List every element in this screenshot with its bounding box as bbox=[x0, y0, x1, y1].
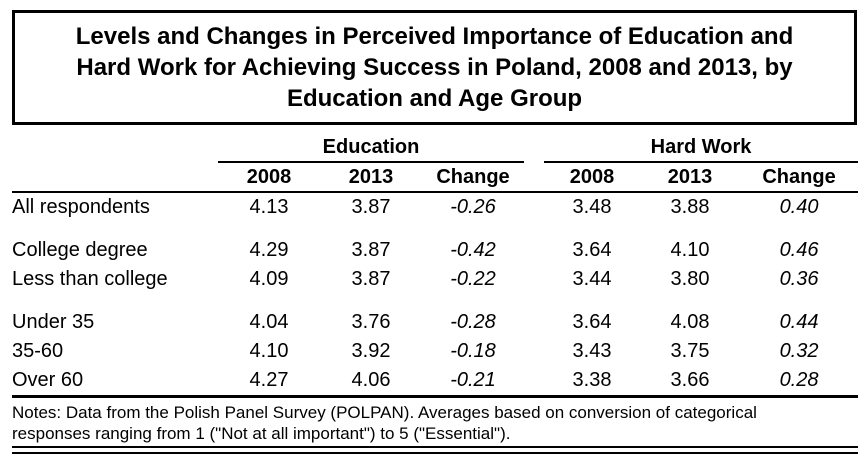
cell-hardwork-change: 0.40 bbox=[779, 196, 819, 218]
title-line-3: Education and Age Group bbox=[286, 85, 583, 112]
cell-education-change: -0.42 bbox=[450, 239, 496, 261]
table-notes: Notes: Data from the Polish Panel Survey… bbox=[12, 402, 858, 444]
column-header-education-2008: 2008 bbox=[218, 162, 320, 193]
title-line-2: Hard Work for Achieving Success in Polan… bbox=[76, 54, 793, 81]
cell-education-change: -0.22 bbox=[450, 268, 496, 290]
cell-hardwork-change: 0.44 bbox=[779, 311, 819, 333]
cell-hardwork-change: 0.36 bbox=[779, 268, 819, 290]
table-row-over-60: Over 60 4.27 4.06 -0.21 3.38 3.66 0.28 bbox=[12, 366, 859, 398]
group-gap-cell bbox=[524, 308, 544, 337]
table-row-all-respondents: All respondents 4.13 3.87 -0.26 3.48 3.8… bbox=[12, 192, 858, 222]
cell-hardwork-2013: 4.10 bbox=[670, 239, 710, 261]
row-label: All respondents bbox=[12, 196, 150, 218]
group-header-row: Education Hard Work bbox=[12, 133, 859, 163]
cell-education-2008: 4.29 bbox=[249, 239, 289, 261]
cell-education-2008: 4.27 bbox=[218, 366, 320, 398]
cell-education-change: -0.21 bbox=[422, 366, 525, 398]
cell-hardwork-2008: 3.43 bbox=[572, 340, 612, 362]
group-spacer bbox=[12, 294, 858, 308]
column-header-education-change: Change bbox=[422, 162, 525, 193]
cell-hardwork-2008: 3.44 bbox=[572, 268, 612, 290]
figure-title: Levels and Changes in Perceived Importan… bbox=[12, 10, 857, 125]
table-row-under-35: Under 35 4.04 3.76 -0.28 3.64 4.08 0.44 bbox=[12, 308, 858, 337]
spacer-cell bbox=[12, 294, 858, 308]
group-gap-cell bbox=[524, 265, 544, 294]
spacer-cell bbox=[12, 222, 858, 236]
cell-hardwork-2013: 4.08 bbox=[670, 311, 710, 333]
cell-hardwork-change: 0.28 bbox=[740, 366, 859, 398]
row-label: Over 60 bbox=[12, 366, 218, 398]
cell-education-2013: 3.87 bbox=[351, 268, 391, 290]
row-label: Under 35 bbox=[12, 311, 95, 333]
group-header-hard-work: Hard Work bbox=[544, 133, 859, 163]
column-header-hardwork-2013: 2013 bbox=[640, 162, 741, 193]
cell-education-2013: 3.87 bbox=[351, 239, 391, 261]
notes-line-1: Notes: Data from the Polish Panel Survey… bbox=[12, 403, 757, 422]
group-gap-cell bbox=[524, 366, 545, 398]
cell-hardwork-2013: 3.66 bbox=[640, 366, 741, 398]
cell-education-2013: 3.92 bbox=[351, 340, 391, 362]
cell-hardwork-2008: 3.38 bbox=[544, 366, 641, 398]
column-header-hardwork-2008: 2008 bbox=[544, 162, 641, 193]
cell-education-change: -0.28 bbox=[450, 311, 496, 333]
data-table: Education Hard Work 2008 2013 Change 200… bbox=[12, 133, 859, 398]
notes-line-2: responses ranging from 1 ("Not at all im… bbox=[12, 424, 511, 443]
cell-education-2013: 3.87 bbox=[351, 196, 391, 218]
table-row-less-than-college: Less than college 4.09 3.87 -0.22 3.44 3… bbox=[12, 265, 858, 294]
empty-label-header-cell bbox=[12, 162, 218, 193]
bottom-double-rule bbox=[12, 446, 858, 454]
cell-education-2008: 4.13 bbox=[249, 196, 289, 218]
group-gap-cell bbox=[524, 162, 545, 193]
row-label: 35-60 bbox=[12, 340, 64, 362]
group-gap-cell bbox=[524, 192, 544, 222]
row-label: Less than college bbox=[12, 268, 168, 290]
group-header-education: Education bbox=[218, 133, 525, 163]
cell-education-change: -0.18 bbox=[450, 340, 496, 362]
table-row-college-degree: College degree 4.29 3.87 -0.42 3.64 4.10… bbox=[12, 236, 858, 265]
cell-hardwork-2008: 3.64 bbox=[572, 239, 612, 261]
row-label: College degree bbox=[12, 239, 148, 261]
group-spacer bbox=[12, 222, 858, 236]
table-row-35-60: 35-60 4.10 3.92 -0.18 3.43 3.75 0.32 bbox=[12, 337, 858, 366]
group-gap-cell bbox=[524, 236, 544, 265]
column-header-education-2013: 2013 bbox=[320, 162, 422, 193]
cell-education-2008: 4.10 bbox=[249, 340, 289, 362]
cell-education-change: -0.26 bbox=[450, 196, 496, 218]
group-gap-cell bbox=[524, 133, 544, 162]
cell-hardwork-2013: 3.80 bbox=[670, 268, 710, 290]
cell-hardwork-change: 0.32 bbox=[779, 340, 819, 362]
cell-hardwork-2013: 3.88 bbox=[670, 196, 710, 218]
cell-education-2013: 4.06 bbox=[320, 366, 422, 398]
cell-education-2013: 3.76 bbox=[351, 311, 391, 333]
cell-education-2008: 4.04 bbox=[249, 311, 289, 333]
group-gap-cell bbox=[524, 337, 544, 366]
cell-hardwork-change: 0.46 bbox=[779, 239, 819, 261]
cell-hardwork-2008: 3.48 bbox=[572, 196, 612, 218]
column-header-hardwork-change: Change bbox=[740, 162, 859, 193]
cell-hardwork-2008: 3.64 bbox=[572, 311, 612, 333]
title-line-1: Levels and Changes in Perceived Importan… bbox=[75, 23, 794, 50]
cell-education-2008: 4.09 bbox=[249, 268, 289, 290]
cell-hardwork-2013: 3.75 bbox=[670, 340, 710, 362]
empty-corner-cell bbox=[12, 133, 218, 162]
column-header-row: 2008 2013 Change 2008 2013 Change bbox=[12, 162, 859, 193]
